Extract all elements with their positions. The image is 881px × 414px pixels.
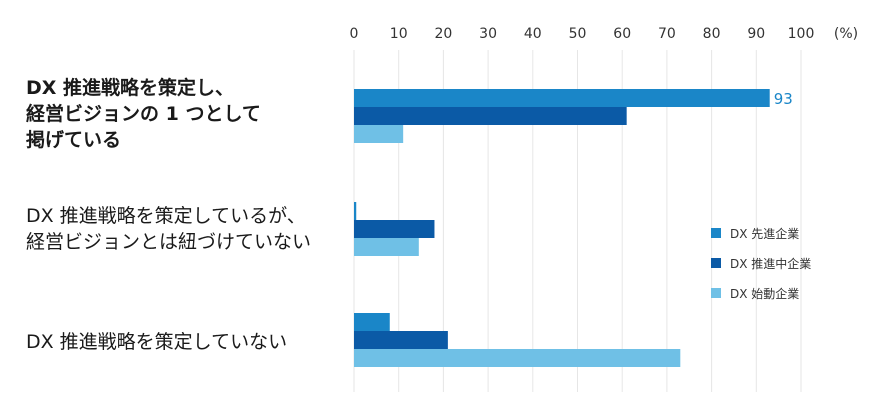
legend-swatch [711, 288, 721, 298]
category-label: DX 推進戦略を策定していない [26, 331, 288, 353]
bar [354, 89, 770, 107]
legend-swatch [711, 258, 721, 268]
x-tick-label: 10 [390, 26, 408, 42]
x-tick-label: 100 [788, 26, 815, 42]
bar [354, 125, 404, 143]
bar [354, 202, 357, 220]
data-label: 93 [774, 90, 793, 108]
bar [354, 238, 419, 256]
x-tick-label: 70 [658, 26, 676, 42]
legend: DX 先進企業 DX 推進中企業 DX 始動企業 [711, 218, 811, 308]
x-tick-label: 50 [569, 26, 587, 42]
x-tick-label: 20 [434, 26, 452, 42]
legend-item: DX 先進企業 [711, 218, 811, 248]
legend-swatch [711, 228, 721, 238]
bar [354, 220, 435, 238]
bar [354, 107, 627, 125]
x-axis-unit: (%) [834, 26, 858, 42]
legend-label: DX 先進企業 [730, 226, 800, 241]
x-tick-label: 40 [524, 26, 542, 42]
bar [354, 313, 390, 331]
x-axis-ticks: 0 10 20 30 40 50 60 70 80 90 100 [350, 26, 815, 42]
legend-label: DX 始動企業 [730, 286, 800, 301]
bar [354, 331, 448, 349]
x-tick-label: 80 [703, 26, 721, 42]
category-label: DX 推進戦略を策定しているが、 経営ビジョンとは紐づけていない [26, 205, 312, 253]
x-tick-label: 60 [613, 26, 631, 42]
data-labels: 93 [774, 90, 793, 108]
category-label: DX 推進戦略を策定し、 経営ビジョンの 1 つとして 掲げている [26, 77, 261, 151]
legend-item: DX 始動企業 [711, 278, 811, 308]
legend-label: DX 推進中企業 [730, 256, 812, 271]
legend-item: DX 推進中企業 [711, 248, 811, 278]
x-tick-label: 90 [747, 26, 765, 42]
bar [354, 349, 681, 367]
bars [354, 89, 770, 367]
x-tick-label: 30 [479, 26, 497, 42]
x-tick-label: 0 [350, 26, 359, 42]
